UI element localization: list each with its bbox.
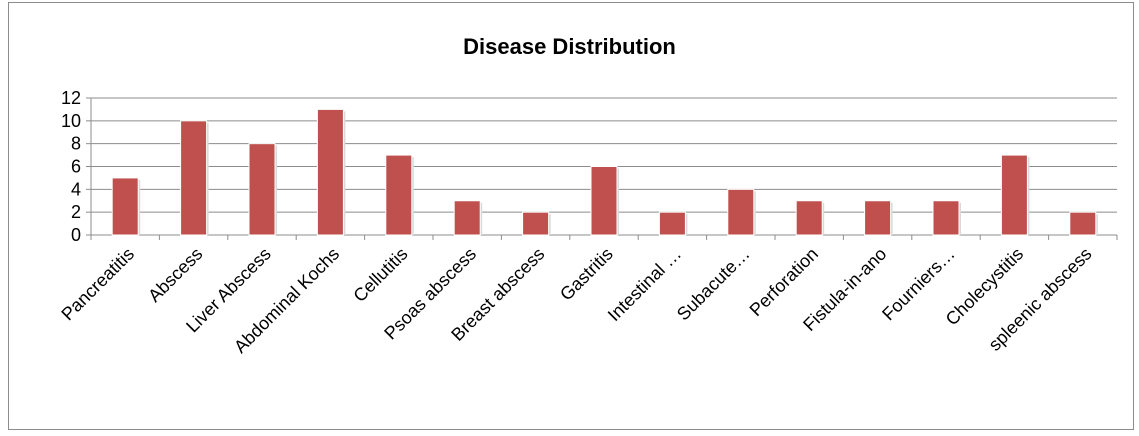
- bar: [795, 200, 823, 236]
- y-tick-label: 10: [61, 111, 81, 131]
- bar: [727, 188, 755, 236]
- bar: [111, 177, 139, 236]
- bar: [658, 211, 686, 236]
- x-category-label: Intestinal …: [604, 244, 685, 325]
- y-tick-label: 12: [61, 88, 81, 108]
- bar: [180, 120, 208, 236]
- y-tick-label: 0: [71, 225, 81, 245]
- y-tick-label: 4: [71, 179, 81, 199]
- bar: [385, 154, 413, 236]
- y-tick-label: 8: [71, 134, 81, 154]
- bar: [316, 108, 344, 236]
- y-tick-label: 2: [71, 202, 81, 222]
- bar: [522, 211, 550, 236]
- bar: [1000, 154, 1028, 236]
- bar: [864, 200, 892, 236]
- x-category-label: Gastritis: [556, 244, 617, 305]
- bar: [248, 143, 276, 236]
- x-category-label: Pancreatitis: [57, 244, 138, 325]
- bar: [453, 200, 481, 236]
- chart-title: Disease Distribution: [463, 34, 676, 59]
- bar: [590, 166, 618, 236]
- y-tick-label: 6: [71, 157, 81, 177]
- bar: [932, 200, 960, 236]
- x-category-label: Abscess: [144, 244, 206, 306]
- x-category-label: Cellutitis: [349, 244, 411, 306]
- x-category-label: Subacute…: [673, 244, 754, 325]
- bars: [111, 108, 1098, 236]
- bar: [1069, 211, 1097, 236]
